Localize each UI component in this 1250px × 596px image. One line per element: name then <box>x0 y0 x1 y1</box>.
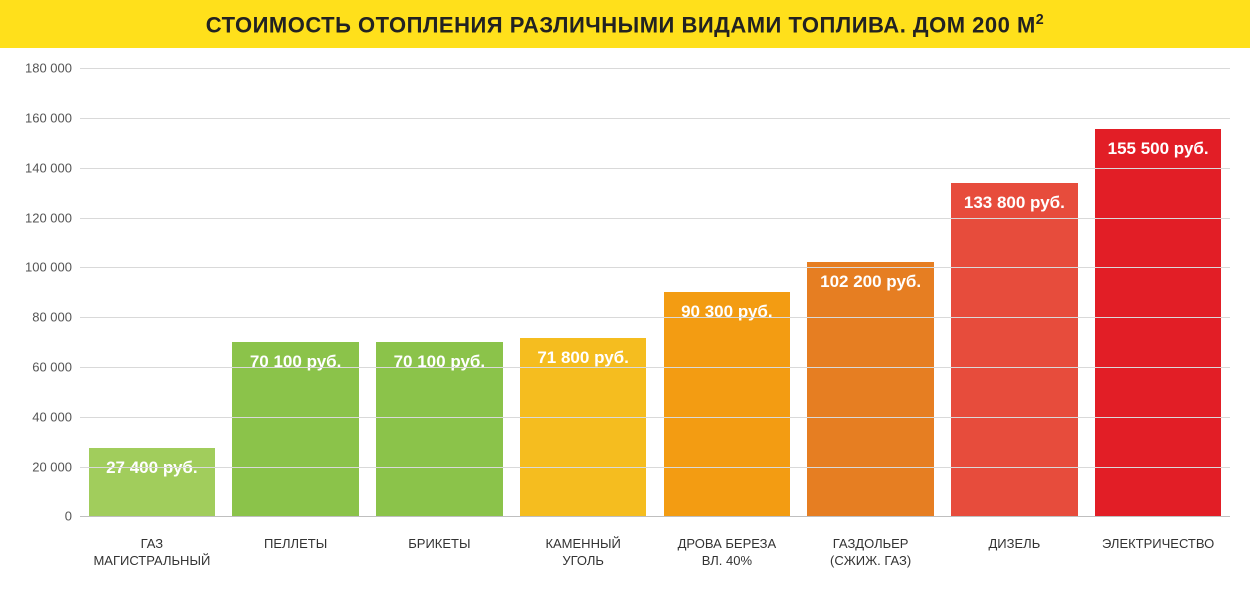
y-axis-tick-label: 140 000 <box>8 160 72 175</box>
y-axis-tick-label: 180 000 <box>8 61 72 76</box>
chart-title-text: СТОИМОСТЬ ОТОПЛЕНИЯ РАЗЛИЧНЫМИ ВИДАМИ ТО… <box>206 12 1036 37</box>
x-axis-category-label: БРИКЕТЫ <box>368 524 512 596</box>
grid-line <box>80 516 1230 517</box>
plot-area: 27 400 руб. 70 100 руб.70 100 руб. 71 800 … <box>80 68 1230 516</box>
bar-value-label: 133 800 руб. <box>951 183 1078 213</box>
bar-slot: 133 800 руб. <box>943 68 1087 516</box>
grid-line <box>80 467 1230 468</box>
y-axis-tick-label: 120 000 <box>8 210 72 225</box>
grid-line <box>80 68 1230 69</box>
x-axis-category-label: ПЕЛЛЕТЫ <box>224 524 368 596</box>
grid-line <box>80 168 1230 169</box>
y-axis-tick-label: 20 000 <box>8 459 72 474</box>
bar-slot: 70 100 руб. <box>224 68 368 516</box>
bar: 155 500 руб. <box>1095 129 1222 516</box>
bar: 102 200 руб. <box>807 262 934 516</box>
x-axis-category-label: ЭЛЕКТРИЧЕСТВО <box>1086 524 1230 596</box>
x-axis-category-label: ДИЗЕЛЬ <box>943 524 1087 596</box>
bars-group: 27 400 руб. 70 100 руб.70 100 руб. 71 800 … <box>80 68 1230 516</box>
chart-title-bar: СТОИМОСТЬ ОТОПЛЕНИЯ РАЗЛИЧНЫМИ ВИДАМИ ТО… <box>0 0 1250 48</box>
y-axis-tick-label: 60 000 <box>8 359 72 374</box>
y-axis-tick-label: 160 000 <box>8 111 72 126</box>
bar-slot: 27 400 руб. <box>80 68 224 516</box>
x-axis-category-label: ДРОВА БЕРЕЗАВЛ. 40% <box>655 524 799 596</box>
bar-slot: 102 200 руб. <box>799 68 943 516</box>
bar-value-label: 155 500 руб. <box>1095 129 1222 159</box>
bar: 70 100 руб. <box>376 342 503 516</box>
chart-title-sup: 2 <box>1036 12 1044 28</box>
bar-slot: 90 300 руб. <box>655 68 799 516</box>
x-axis-labels: ГАЗМАГИСТРАЛЬНЫЙПЕЛЛЕТЫБРИКЕТЫКАМЕННЫЙУГ… <box>80 524 1230 596</box>
bar: 71 800 руб. <box>520 338 647 517</box>
grid-line <box>80 267 1230 268</box>
chart-container: 27 400 руб. 70 100 руб.70 100 руб. 71 800 … <box>0 48 1250 596</box>
bar: 27 400 руб. <box>89 448 216 516</box>
y-axis-tick-label: 80 000 <box>8 310 72 325</box>
x-axis-category-label: КАМЕННЫЙУГОЛЬ <box>511 524 655 596</box>
x-axis-category-label: ГАЗДОЛЬЕР(СЖИЖ. ГАЗ) <box>799 524 943 596</box>
bar-slot: 70 100 руб. <box>368 68 512 516</box>
y-axis-tick-label: 0 <box>8 509 72 524</box>
grid-line <box>80 218 1230 219</box>
bar-value-label: 27 400 руб. <box>89 448 216 478</box>
bar-value-label: 102 200 руб. <box>807 262 934 292</box>
grid-line <box>80 367 1230 368</box>
bar-value-label: 71 800 руб. <box>520 338 647 368</box>
bar-slot: 155 500 руб. <box>1086 68 1230 516</box>
grid-line <box>80 317 1230 318</box>
x-axis-category-label: ГАЗМАГИСТРАЛЬНЫЙ <box>80 524 224 596</box>
grid-line <box>80 417 1230 418</box>
y-axis-tick-label: 100 000 <box>8 260 72 275</box>
grid-line <box>80 118 1230 119</box>
y-axis-tick-label: 40 000 <box>8 409 72 424</box>
bar: 70 100 руб. <box>232 342 359 516</box>
bar: 90 300 руб. <box>664 292 791 517</box>
bar-slot: 71 800 руб. <box>511 68 655 516</box>
